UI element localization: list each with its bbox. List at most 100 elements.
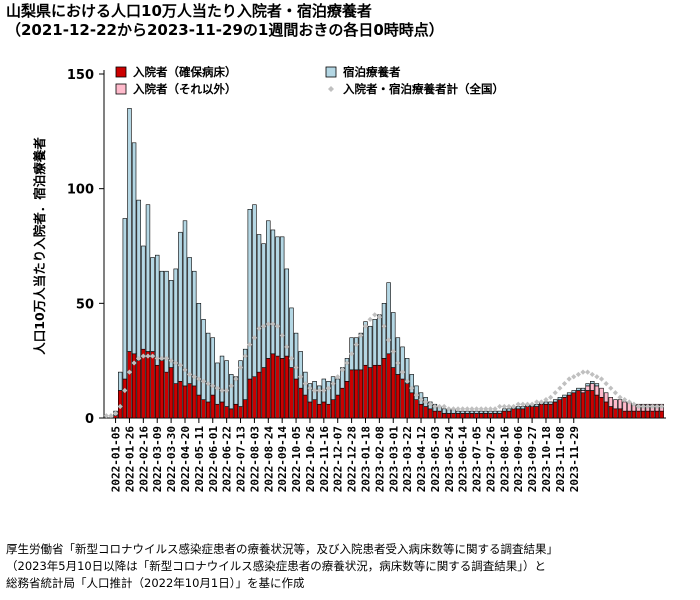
- bar-lodging: [553, 399, 558, 403]
- bar-hospital-confirmed: [446, 413, 451, 419]
- bar-lodging: [196, 303, 202, 396]
- bar-hospital-confirmed: [335, 394, 340, 419]
- bar-hospital-confirmed: [367, 367, 373, 419]
- point-total-nationwide: [284, 344, 290, 350]
- point-total-nationwide: [561, 381, 568, 387]
- bar-hospital-confirmed: [298, 387, 303, 419]
- bar-lodging: [557, 397, 563, 400]
- legend-swatch: [325, 66, 337, 78]
- bar-hospital-confirmed: [428, 408, 433, 419]
- point-total-nationwide: [529, 401, 535, 407]
- bar-hospital-confirmed: [497, 413, 502, 419]
- x-tick-label: 2023-07-26: [484, 426, 497, 493]
- bar-lodging: [395, 337, 401, 375]
- bar-lodging: [543, 401, 549, 405]
- bar-hospital-confirmed: [247, 378, 252, 419]
- bar-hospital-other: [622, 401, 627, 412]
- point-total-nationwide: [589, 371, 595, 378]
- point-total-nationwide: [233, 376, 239, 382]
- x-tick-label: 2022-08-03: [248, 426, 261, 492]
- point-total-nationwide: [339, 367, 345, 373]
- point-total-nationwide: [552, 390, 558, 396]
- point-total-nationwide: [168, 358, 174, 364]
- point-total-nationwide: [103, 413, 109, 419]
- bar-hospital-confirmed: [321, 401, 327, 419]
- bar-hospital-confirmed: [455, 413, 461, 419]
- point-total-nationwide: [492, 406, 498, 412]
- bar-hospital-confirmed: [219, 401, 225, 419]
- bar-hospital-confirmed: [414, 399, 419, 419]
- point-total-nationwide: [335, 374, 341, 380]
- bar-hospital-confirmed: [201, 399, 206, 419]
- bar-lodging: [571, 390, 576, 394]
- point-total-nationwide: [455, 406, 461, 412]
- bar-hospital-confirmed: [511, 408, 516, 419]
- point-total-nationwide: [200, 378, 207, 384]
- bar-lodging: [307, 383, 313, 403]
- point-total-nationwide: [288, 355, 295, 361]
- legend-swatch: [328, 86, 334, 92]
- point-total-nationwide: [645, 403, 651, 410]
- point-total-nationwide: [136, 355, 142, 361]
- point-total-nationwide: [413, 392, 419, 398]
- point-total-nationwide: [594, 374, 600, 380]
- bar-lodging: [192, 270, 197, 387]
- point-total-nationwide: [307, 385, 313, 391]
- bar-lodging: [155, 254, 160, 366]
- bar-hospital-confirmed: [136, 360, 141, 419]
- x-tick-label: 2022-08-24: [262, 426, 275, 493]
- bar-hospital-confirmed: [548, 403, 553, 419]
- x-tick-label: 2022-01-05: [110, 426, 123, 492]
- point-total-nationwide: [265, 321, 271, 327]
- x-tick-label: 2023-06-14: [457, 426, 470, 493]
- x-tick-label: 2023-05-24: [443, 426, 456, 493]
- point-total-nationwide: [460, 406, 466, 412]
- bar-lodging: [506, 408, 512, 412]
- bar-hospital-confirmed: [465, 413, 470, 419]
- bar-hospital-confirmed: [303, 394, 308, 419]
- bar-hospital-confirmed: [423, 406, 428, 419]
- point-total-nationwide: [399, 369, 406, 375]
- bar-hospital-confirmed: [238, 406, 243, 419]
- x-tick-label: 2023-10-18: [540, 426, 553, 492]
- point-total-nationwide: [298, 374, 304, 380]
- bar-lodging: [594, 383, 600, 387]
- bar-lodging: [516, 406, 521, 410]
- x-tick-label: 2023-07-05: [471, 426, 484, 492]
- point-total-nationwide: [497, 403, 503, 410]
- x-tick-label: 2022-05-11: [193, 426, 206, 493]
- bar-hospital-confirmed: [553, 401, 558, 419]
- point-total-nationwide: [173, 360, 179, 366]
- bar-hospital-confirmed: [488, 413, 493, 419]
- bar-lodging: [566, 392, 572, 396]
- bar-lodging: [358, 332, 364, 371]
- bar-lodging: [377, 314, 382, 366]
- point-total-nationwide: [344, 360, 350, 366]
- bar-lodging: [474, 410, 479, 414]
- x-tick-label: 2022-02-16: [137, 426, 150, 493]
- bar-hospital-confirmed: [307, 401, 313, 419]
- bar-lodging: [441, 408, 447, 414]
- legend-item: 入院者・宿泊療養者計（全国）: [328, 82, 504, 96]
- bar-lodging: [118, 371, 123, 391]
- bar-lodging: [354, 337, 359, 371]
- x-tick-label: 2023-03-22: [401, 426, 414, 492]
- bar-hospital-confirmed: [261, 367, 266, 419]
- bar-lodging: [298, 351, 303, 389]
- bar-hospital-confirmed: [275, 355, 280, 419]
- x-tick-label: 2022-06-01: [207, 426, 220, 493]
- bar-hospital-confirmed: [344, 381, 350, 419]
- bar-hospital-confirmed: [650, 410, 655, 419]
- bar-hospital-other: [585, 385, 590, 391]
- bar-lodging: [590, 381, 595, 384]
- bar-hospital-confirmed: [640, 410, 646, 419]
- bar-hospital-confirmed: [326, 403, 331, 419]
- bar-hospital-confirmed: [145, 351, 151, 419]
- point-total-nationwide: [372, 312, 378, 318]
- bar-lodging: [326, 381, 331, 405]
- point-total-nationwide: [626, 399, 632, 405]
- bar-lodging: [483, 410, 489, 414]
- point-total-nationwide: [177, 362, 183, 368]
- bar-hospital-confirmed: [349, 369, 354, 419]
- point-total-nationwide: [256, 325, 262, 332]
